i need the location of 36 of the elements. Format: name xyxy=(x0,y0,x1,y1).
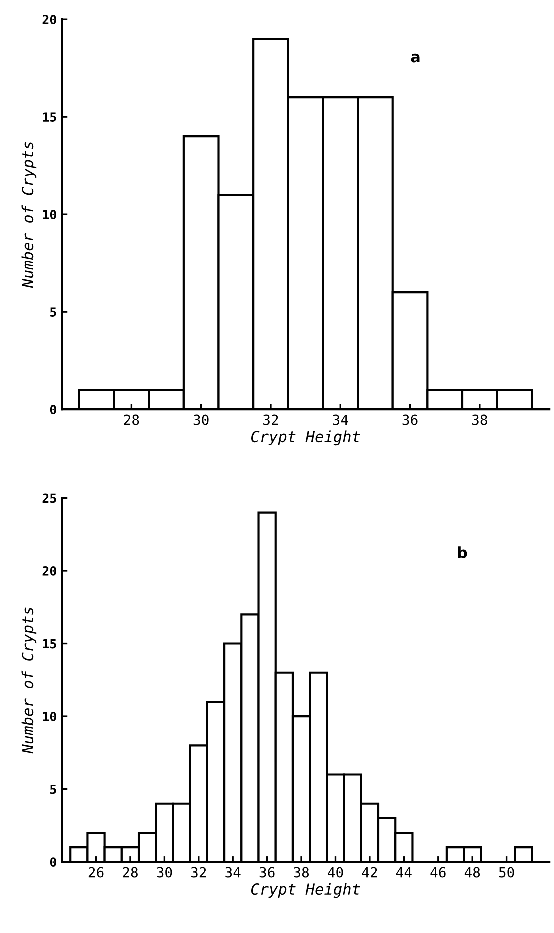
x-tick-label: 28 xyxy=(124,414,140,426)
x-tick-label: 34 xyxy=(333,414,348,426)
x-tick-label: 38 xyxy=(294,867,310,878)
x-tick-label: 48 xyxy=(464,867,480,878)
x-tick-label: 34 xyxy=(226,867,241,878)
y-tick-label: 0 xyxy=(50,405,56,415)
annotation: a xyxy=(411,54,420,63)
y-tick-label: 10 xyxy=(43,712,56,722)
y-tick-label: 25 xyxy=(42,494,56,504)
x-tick-label: 28 xyxy=(123,867,138,878)
annotation: b xyxy=(458,546,468,558)
x-tick-label: 40 xyxy=(328,867,344,878)
y-tick-label: 0 xyxy=(50,858,56,868)
x-tick-label: 36 xyxy=(260,867,275,878)
x-tick-label: 38 xyxy=(472,414,488,426)
y-tick-label: 5 xyxy=(50,308,56,318)
x-axis-title: Crypt Height xyxy=(251,883,360,898)
y-axis-title: Number of Crypts xyxy=(22,608,37,754)
x-tick-label: 50 xyxy=(499,867,514,878)
x-axis-title: Crypt Height xyxy=(251,430,360,446)
y-tick-label: 10 xyxy=(43,210,56,220)
x-tick-label: 46 xyxy=(430,867,446,878)
x-tick-label: 32 xyxy=(191,867,206,878)
y-tick-label: 15 xyxy=(43,112,56,122)
x-tick-label: 26 xyxy=(88,867,104,878)
y-tick-label: 20 xyxy=(42,15,56,25)
y-tick-label: 5 xyxy=(50,784,56,794)
x-tick-label: 30 xyxy=(157,867,172,878)
x-tick-label: 30 xyxy=(194,414,209,426)
y-axis-title: Number of Crypts xyxy=(22,142,37,288)
x-tick-label: 32 xyxy=(264,414,278,426)
x-tick-label: 44 xyxy=(396,867,412,878)
y-tick-label: 15 xyxy=(43,639,56,649)
x-tick-label: 36 xyxy=(402,414,418,426)
y-tick-label: 20 xyxy=(42,566,56,576)
x-tick-label: 42 xyxy=(362,867,378,878)
